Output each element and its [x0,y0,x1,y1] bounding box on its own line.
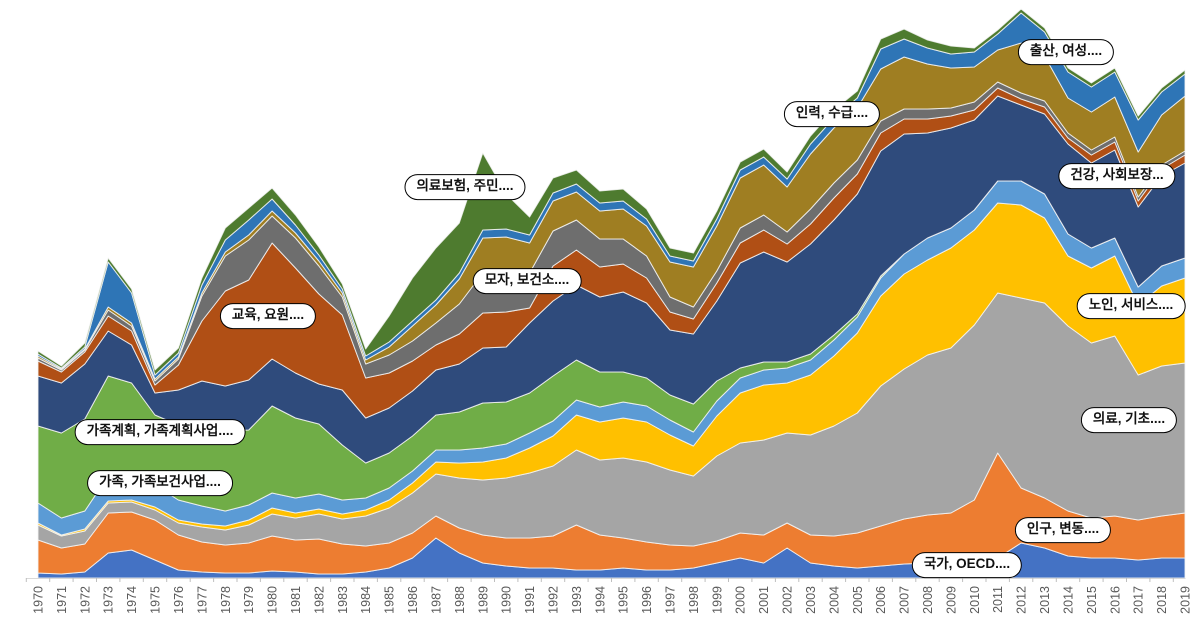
x-axis-label-1976: 1976 [172,586,186,614]
series-callout-label-6[interactable]: 건강, 사회보장... [1058,163,1176,189]
x-axis-label-1972: 1972 [78,586,92,614]
x-axis-label-1991: 1991 [523,586,537,614]
x-axis-label-1975: 1975 [149,586,163,614]
x-axis-label-1996: 1996 [640,586,654,614]
x-axis-label-2006: 2006 [874,586,888,614]
x-axis-label-1999: 1999 [710,586,724,614]
x-axis-label-2002: 2002 [781,586,795,614]
x-axis-label-2000: 2000 [734,586,748,614]
x-axis-label-1980: 1980 [266,586,280,614]
x-axis-label-2014: 2014 [1062,586,1076,614]
series-callout-label-2[interactable]: 의료, 기초.... [1080,407,1178,433]
series-callout-label-3[interactable]: 노인, 서비스.... [1076,293,1186,319]
x-axis-label-1979: 1979 [242,586,256,614]
x-axis-label-1995: 1995 [617,586,631,614]
x-axis-label-1988: 1988 [453,586,467,614]
x-axis-label-1983: 1983 [336,586,350,614]
x-axis-label-2005: 2005 [851,586,865,614]
x-axis-label-2016: 2016 [1108,586,1122,614]
series-callout-label-9[interactable]: 인력, 수급.... [783,101,881,127]
x-axis-label-1989: 1989 [476,586,490,614]
x-axis-label-1993: 1993 [570,586,584,614]
area-series-11[interactable] [37,8,1186,376]
series-callout-label-1[interactable]: 인구, 변동.... [1014,517,1112,543]
x-axis-label-1971: 1971 [55,586,69,614]
x-axis-label-2011: 2011 [991,586,1005,613]
x-axis-label-1994: 1994 [593,586,607,614]
x-axis-label-1982: 1982 [312,586,326,614]
series-callout-label-0[interactable]: 국가, OECD.... [911,552,1023,578]
x-axis-label-2010: 2010 [968,586,982,614]
x-axis-label-2007: 2007 [898,586,912,614]
x-axis-label-1986: 1986 [406,586,420,614]
series-callout-label-4[interactable]: 가족, 가족보건사업.... [87,470,233,496]
x-axis-label-1987: 1987 [429,586,443,614]
x-axis-label-2004: 2004 [827,586,841,614]
x-axis-label-2019: 2019 [1179,586,1193,614]
x-axis-label-1984: 1984 [359,586,373,614]
series-callout-label-10[interactable]: 출산, 여성.... [1017,39,1115,65]
series-callout-label-5[interactable]: 가족계획, 가족계획사업.... [74,419,246,445]
x-axis-label-2015: 2015 [1085,586,1099,614]
x-axis-label-2017: 2017 [1132,586,1146,614]
x-axis-label-1974: 1974 [125,586,139,614]
x-axis-label-2001: 2001 [757,586,771,614]
x-axis-label-1985: 1985 [383,586,397,614]
x-axis-label-1981: 1981 [289,586,303,614]
x-axis-label-2018: 2018 [1155,586,1169,614]
x-axis-label-1970: 1970 [32,586,46,614]
x-axis-label-1990: 1990 [500,586,514,614]
x-axis-label-1997: 1997 [664,586,678,614]
x-axis-label-2012: 2012 [1015,586,1029,614]
x-axis-label-1992: 1992 [547,586,561,614]
x-axis-label-1998: 1998 [687,586,701,614]
x-axis-label-1977: 1977 [195,586,209,614]
series-callout-label-8[interactable]: 모자, 보건소.... [472,268,582,294]
series-callout-label-11[interactable]: 의료보험, 주민.... [404,174,526,200]
series-callout-label-7[interactable]: 교육, 요원.... [219,303,317,329]
x-axis-label-2003: 2003 [804,586,818,614]
x-axis-label-2008: 2008 [921,586,935,614]
x-axis-label-2013: 2013 [1038,586,1052,614]
x-axis-label-2009: 2009 [944,586,958,614]
x-axis-label-1978: 1978 [219,586,233,614]
x-axis-label-1973: 1973 [102,586,116,614]
